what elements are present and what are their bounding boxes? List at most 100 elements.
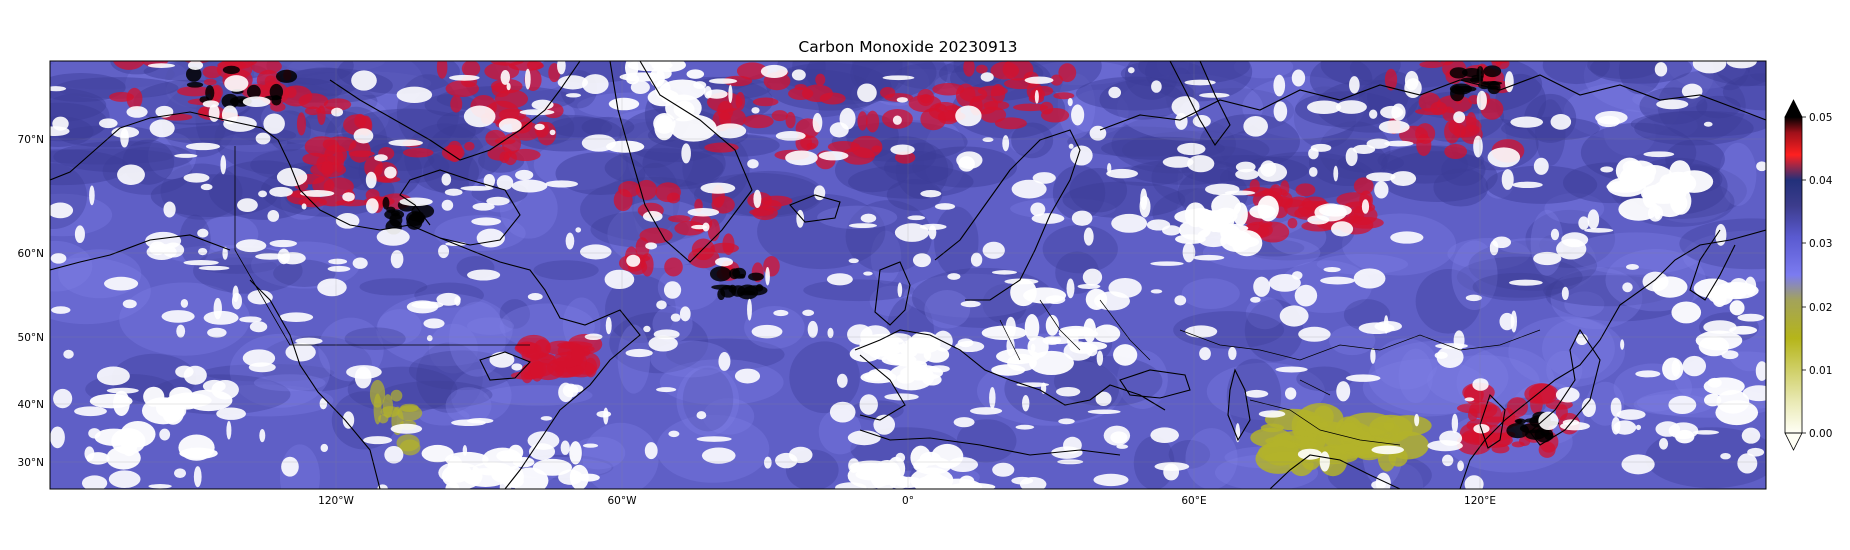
co-variation (533, 139, 627, 190)
missing-data (1024, 314, 1040, 341)
co-variation (1233, 61, 1294, 79)
co-very-high (709, 266, 732, 282)
missing-data (1182, 242, 1196, 263)
co-high (280, 85, 313, 107)
missing-data (1192, 114, 1211, 128)
co-variation (604, 148, 724, 188)
missing-data (718, 352, 731, 371)
missing-data (342, 411, 355, 429)
co-variation (1451, 240, 1498, 311)
co-high (1528, 383, 1556, 404)
coastline-caspian (1227, 368, 1251, 442)
missing-data (1626, 264, 1639, 270)
co-variation (627, 127, 694, 192)
co-variation (886, 179, 943, 211)
co-high (250, 61, 282, 75)
missing-data (912, 253, 931, 268)
co-high (1039, 101, 1054, 115)
missing-data (1578, 216, 1590, 230)
missing-data (441, 199, 454, 211)
co-high (668, 215, 691, 223)
co-variation (53, 141, 193, 173)
co-low (396, 434, 420, 452)
missing-data (569, 441, 582, 465)
missing-data (1171, 96, 1200, 118)
missing-data (953, 417, 975, 428)
missing-data (882, 75, 915, 81)
co-variation (1542, 61, 1610, 85)
missing-data (812, 112, 823, 133)
missing-data (207, 327, 227, 338)
co-variation (1042, 224, 1118, 274)
missing-data (148, 484, 172, 489)
missing-data (848, 223, 878, 229)
co-very-high (729, 268, 741, 280)
missing-data (1652, 276, 1688, 298)
missing-data (1083, 227, 1094, 246)
missing-data (74, 406, 107, 417)
co-high (202, 65, 222, 79)
missing-data (122, 299, 137, 309)
missing-data (467, 269, 501, 281)
co-very-high (275, 69, 298, 83)
co-high (788, 87, 814, 100)
missing-data (708, 78, 738, 84)
co-high (743, 114, 774, 129)
missing-data (1093, 324, 1121, 343)
co-high (1249, 179, 1260, 193)
missing-data (352, 257, 368, 269)
co-high (464, 141, 475, 151)
missing-data (1451, 413, 1459, 434)
missing-data (681, 143, 691, 164)
missing-data (486, 196, 510, 206)
missing-data (50, 253, 67, 264)
co-high (959, 86, 988, 103)
missing-data (1150, 427, 1179, 443)
co-high (850, 135, 883, 158)
missing-data (53, 388, 73, 409)
co-very-high (221, 93, 239, 109)
coastline-south-asia (1269, 454, 1401, 489)
missing-data (947, 273, 961, 280)
missing-data (1656, 99, 1689, 110)
missing-data (1275, 366, 1308, 373)
missing-data (1273, 74, 1286, 97)
missing-data (1741, 427, 1761, 444)
co-variation (55, 77, 179, 99)
co-variation (676, 365, 740, 437)
missing-data (1473, 135, 1483, 158)
coastline-hudson-bay (399, 169, 521, 246)
co-variation (1199, 114, 1300, 169)
co-variation (1472, 272, 1565, 301)
missing-data (235, 239, 267, 253)
missing-data (1244, 389, 1269, 398)
missing-data (765, 266, 770, 286)
co-high (722, 75, 753, 87)
missing-data (1659, 174, 1676, 194)
lon-tick-label: 0° (902, 495, 914, 507)
missing-data (1703, 320, 1737, 334)
missing-data (802, 309, 815, 316)
co-variation (1712, 61, 1766, 87)
co-variation (1722, 73, 1766, 111)
missing-data (696, 436, 732, 442)
missing-data (1499, 312, 1515, 331)
co-very-high (730, 285, 746, 297)
missing-data (1620, 339, 1625, 350)
missing-data (645, 242, 658, 250)
co-high (752, 97, 779, 107)
co-variation (1374, 338, 1438, 390)
missing-data (1083, 318, 1097, 343)
missing-data (126, 106, 148, 118)
missing-data (384, 166, 397, 179)
co-variation (1433, 168, 1489, 207)
co-variation (903, 273, 1041, 318)
co-high (177, 86, 212, 97)
missing-data (242, 349, 276, 367)
co-variation (702, 398, 755, 435)
missing-data (565, 232, 575, 250)
co-high (736, 62, 768, 80)
missing-data (224, 75, 249, 92)
missing-data (249, 321, 268, 333)
missing-data (247, 289, 273, 305)
